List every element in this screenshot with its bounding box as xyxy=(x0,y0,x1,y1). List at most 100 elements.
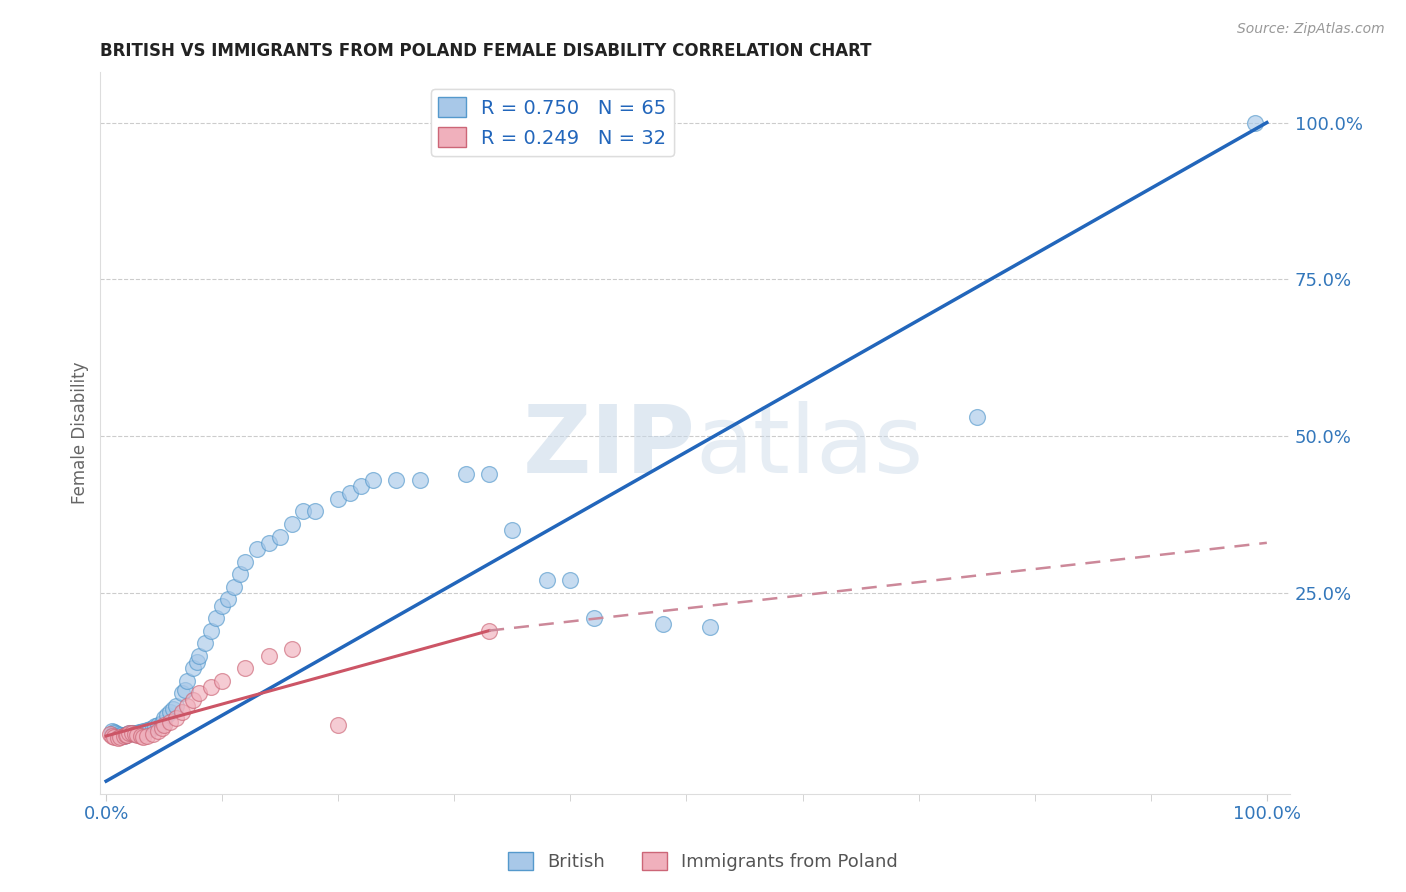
Point xyxy=(186,655,208,669)
Text: atlas: atlas xyxy=(695,401,924,493)
Point xyxy=(188,648,211,663)
Point xyxy=(501,523,523,537)
Point xyxy=(652,617,675,632)
Point xyxy=(108,730,131,744)
Point xyxy=(129,729,152,743)
Point xyxy=(143,719,166,733)
Point xyxy=(304,504,326,518)
Legend: British, Immigrants from Poland: British, Immigrants from Poland xyxy=(501,845,905,879)
Point xyxy=(536,574,558,588)
Point xyxy=(121,726,143,740)
Point xyxy=(103,730,125,744)
Point xyxy=(176,673,198,688)
Text: Source: ZipAtlas.com: Source: ZipAtlas.com xyxy=(1237,22,1385,37)
Point xyxy=(112,729,135,743)
Point xyxy=(292,504,315,518)
Point xyxy=(181,661,204,675)
Point xyxy=(408,473,430,487)
Point xyxy=(176,698,198,713)
Point xyxy=(454,467,477,481)
Point xyxy=(127,728,149,742)
Point xyxy=(121,726,143,740)
Point xyxy=(235,555,257,569)
Point xyxy=(104,726,127,740)
Point xyxy=(257,536,280,550)
Point xyxy=(121,726,143,740)
Point xyxy=(118,726,141,740)
Point xyxy=(350,479,373,493)
Point xyxy=(159,705,181,719)
Point xyxy=(699,620,721,634)
Point xyxy=(107,727,129,741)
Point xyxy=(101,729,124,743)
Point xyxy=(281,642,304,657)
Point xyxy=(188,686,211,700)
Point xyxy=(148,723,170,738)
Point xyxy=(155,708,177,723)
Point xyxy=(194,636,217,650)
Point xyxy=(339,485,361,500)
Point xyxy=(165,698,187,713)
Text: BRITISH VS IMMIGRANTS FROM POLAND FEMALE DISABILITY CORRELATION CHART: BRITISH VS IMMIGRANTS FROM POLAND FEMALE… xyxy=(100,42,872,60)
Point xyxy=(582,611,605,625)
Point xyxy=(217,592,239,607)
Point xyxy=(148,717,170,731)
Point xyxy=(170,705,193,719)
Point xyxy=(181,692,204,706)
Point xyxy=(112,729,135,743)
Text: ZIP: ZIP xyxy=(522,401,695,493)
Point xyxy=(235,661,257,675)
Point xyxy=(211,599,233,613)
Point xyxy=(127,726,149,740)
Point xyxy=(129,725,152,739)
Legend: R = 0.750   N = 65, R = 0.249   N = 32: R = 0.750 N = 65, R = 0.249 N = 32 xyxy=(430,89,675,156)
Point xyxy=(222,580,245,594)
Point xyxy=(142,727,165,741)
Point xyxy=(142,721,165,735)
Point xyxy=(124,727,146,741)
Point xyxy=(128,725,150,739)
Point xyxy=(560,574,582,588)
Point xyxy=(211,673,233,688)
Point xyxy=(115,727,138,741)
Point xyxy=(328,491,350,506)
Point xyxy=(257,648,280,663)
Point xyxy=(107,731,129,746)
Point xyxy=(132,730,155,744)
Point xyxy=(115,728,138,742)
Point xyxy=(103,725,125,739)
Point xyxy=(162,702,184,716)
Point xyxy=(135,729,157,743)
Point xyxy=(118,726,141,740)
Point xyxy=(966,410,988,425)
Point xyxy=(139,722,162,736)
Point xyxy=(478,467,501,481)
Point xyxy=(153,711,176,725)
Point xyxy=(246,542,269,557)
Point xyxy=(361,473,384,487)
Point xyxy=(200,680,222,694)
Point xyxy=(101,723,124,738)
Point xyxy=(153,717,176,731)
Point xyxy=(150,716,173,731)
Point xyxy=(328,717,350,731)
Point xyxy=(165,711,187,725)
Point xyxy=(115,728,138,742)
Point xyxy=(205,611,228,625)
Point xyxy=(1244,115,1267,129)
Point xyxy=(110,728,132,742)
Point xyxy=(269,529,291,543)
Point xyxy=(200,624,222,638)
Point xyxy=(150,721,173,735)
Point xyxy=(115,728,138,742)
Point xyxy=(108,728,131,742)
Point xyxy=(281,516,304,531)
Point xyxy=(114,728,136,742)
Point xyxy=(174,683,197,698)
Y-axis label: Female Disability: Female Disability xyxy=(72,362,89,504)
Point xyxy=(135,723,157,737)
Point xyxy=(170,686,193,700)
Point xyxy=(228,567,250,582)
Point xyxy=(478,624,501,638)
Point xyxy=(132,723,155,738)
